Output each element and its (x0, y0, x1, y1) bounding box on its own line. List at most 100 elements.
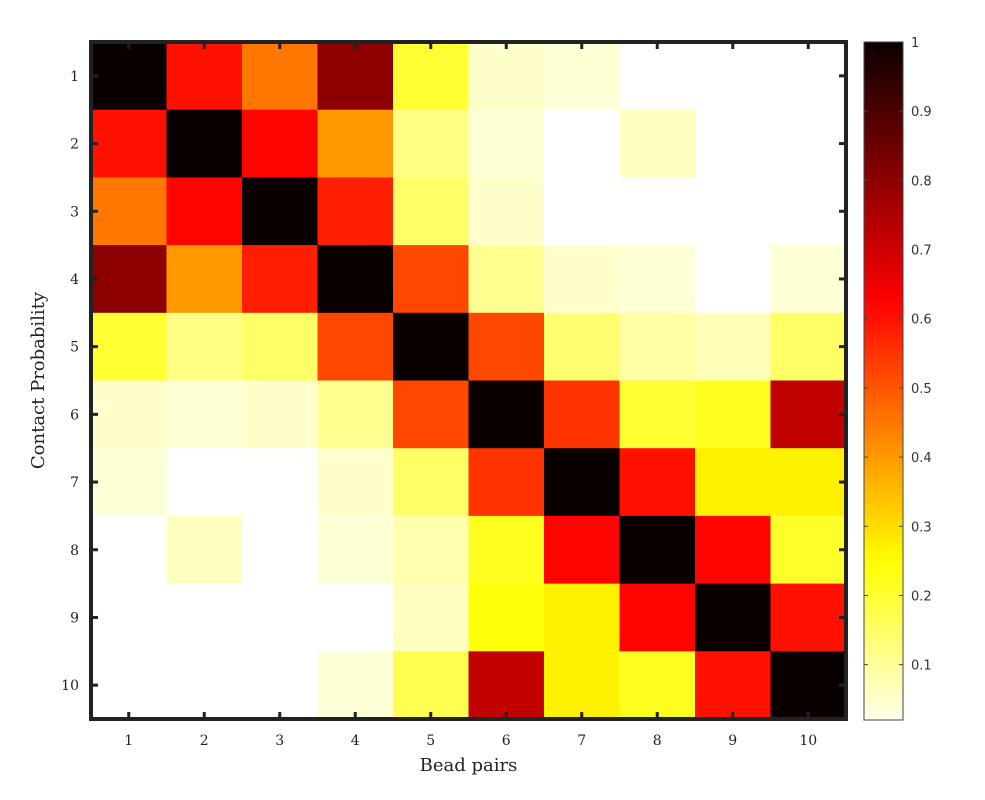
heatmap-cell-1-5 (393, 42, 470, 111)
heatmap-cell-10-4 (317, 651, 394, 720)
heatmap-cell-2-8 (619, 109, 696, 178)
y-axis-title: Contact Probability (28, 291, 49, 469)
y-tick-label: 4 (70, 272, 79, 288)
heatmap-cell-3-9 (695, 177, 772, 246)
heatmap-cell-10-7 (544, 651, 621, 720)
x-tick-label: 10 (799, 733, 817, 749)
heatmap-cell-9-7 (544, 583, 621, 652)
x-tick-labels: 1 2 3 4 5 6 7 8 9 10 (124, 733, 817, 749)
heatmap-cell-6-3 (242, 380, 319, 449)
heatmap-cell-7-8 (619, 448, 696, 517)
heatmap-cell-10-3 (242, 651, 319, 720)
y-tick-labels: 1 2 3 4 5 6 7 8 9 10 (61, 69, 79, 694)
heatmap-cell-2-5 (393, 109, 470, 178)
heatmap-cell-7-6 (468, 448, 545, 517)
heatmap-cell-8-5 (393, 515, 470, 585)
heatmap-cell-3-3 (242, 177, 319, 246)
heatmap-cell-10-6 (468, 651, 545, 720)
heatmap-cell-4-2 (166, 245, 243, 314)
colorbar-tick-label: 0.8 (911, 174, 932, 189)
heatmap-cell-8-6 (468, 515, 545, 585)
heatmap-cell-3-6 (468, 177, 545, 246)
heatmap-cell-2-7 (544, 109, 621, 178)
heatmap-cell-4-4 (317, 245, 394, 314)
heatmap-cell-4-9 (695, 245, 772, 314)
heatmap-cell-1-2 (166, 42, 243, 111)
x-tick-label: 9 (728, 733, 737, 749)
heatmap-cell-9-6 (468, 583, 545, 652)
colorbar-tick-label: 0.9 (911, 105, 932, 120)
heatmap-cell-5-8 (619, 312, 696, 382)
heatmap-cell-3-1 (91, 177, 168, 246)
heatmap-cell-5-4 (317, 312, 394, 382)
colorbar-tick-label: 0.4 (911, 451, 932, 466)
heatmap-cell-7-1 (91, 448, 168, 517)
heatmap-cell-5-2 (166, 312, 243, 382)
y-tick-label: 7 (70, 475, 79, 491)
heatmap-cell-6-8 (619, 380, 696, 449)
heatmap-cell-9-9 (695, 583, 772, 652)
heatmap-cell-7-5 (393, 448, 470, 517)
colorbar-tick-label: 0.7 (911, 244, 932, 259)
heatmap-cell-3-7 (544, 177, 621, 246)
heatmap-cell-6-1 (91, 380, 168, 449)
x-tick-label: 6 (502, 733, 511, 749)
heatmap-cell-2-6 (468, 109, 545, 178)
heatmap-cell-6-2 (166, 380, 243, 449)
heatmap-cell-7-4 (317, 448, 394, 517)
heatmap-cell-1-3 (242, 42, 319, 111)
heatmap-cell-2-10 (770, 109, 847, 178)
heatmap-cell-9-1 (91, 583, 168, 652)
heatmap-cell-7-3 (242, 448, 319, 517)
heatmap-cell-5-6 (468, 312, 545, 382)
heatmap-cell-2-4 (317, 109, 394, 178)
heatmap-cell-6-6 (468, 380, 545, 449)
heatmap-cell-4-5 (393, 245, 470, 314)
heatmap-cell-3-10 (770, 177, 847, 246)
heatmap-cell-9-3 (242, 583, 319, 652)
heatmap-cell-9-8 (619, 583, 696, 652)
heatmap-cell-1-9 (695, 42, 772, 111)
colorbar (863, 41, 904, 721)
y-tick-label: 9 (70, 610, 79, 626)
heatmap-cell-9-2 (166, 583, 243, 652)
heatmap-cell-1-4 (317, 42, 394, 111)
y-tick-label: 5 (70, 340, 79, 356)
axis-ticks (91, 42, 846, 719)
heatmap-cell-3-8 (619, 177, 696, 246)
heatmap-cell-3-5 (393, 177, 470, 246)
y-tick-label: 3 (70, 204, 79, 220)
heatmap-cell-5-3 (242, 312, 319, 382)
colorbar-tick-label: 0.3 (911, 520, 932, 535)
x-tick-label: 3 (275, 733, 284, 749)
heatmap-cell-4-10 (770, 245, 847, 314)
heatmap-cell-7-2 (166, 448, 243, 517)
heatmap-cell-7-7 (544, 448, 621, 517)
x-tick-label: 7 (577, 733, 586, 749)
heatmap-cell-7-9 (695, 448, 772, 517)
heatmap-cell-2-2 (166, 109, 243, 178)
heatmap-cell-4-8 (619, 245, 696, 314)
heatmap-cell-8-4 (317, 515, 394, 585)
x-tick-label: 4 (351, 733, 360, 749)
heatmap-cell-5-5 (393, 312, 470, 382)
y-tick-label: 8 (70, 543, 79, 559)
heatmap-cell-8-9 (695, 515, 772, 585)
heatmap-cell-10-10 (770, 651, 847, 720)
x-tick-label: 8 (653, 733, 662, 749)
heatmap-cell-4-7 (544, 245, 621, 314)
y-tick-label: 2 (70, 137, 79, 153)
heatmap-cell-8-2 (166, 515, 243, 585)
heatmap-cell-6-5 (393, 380, 470, 449)
heatmap-cells (91, 42, 847, 720)
x-axis-title: Bead pairs (420, 755, 518, 776)
colorbar-tick-label: 0.5 (911, 382, 932, 397)
plot-frame (89, 40, 848, 721)
heatmap-cell-1-10 (770, 42, 847, 111)
heatmap-cell-9-4 (317, 583, 394, 652)
heatmap-cell-2-9 (695, 109, 772, 178)
x-tick-label: 5 (426, 733, 435, 749)
heatmap-cell-9-5 (393, 583, 470, 652)
y-tick-label: 10 (61, 678, 79, 694)
